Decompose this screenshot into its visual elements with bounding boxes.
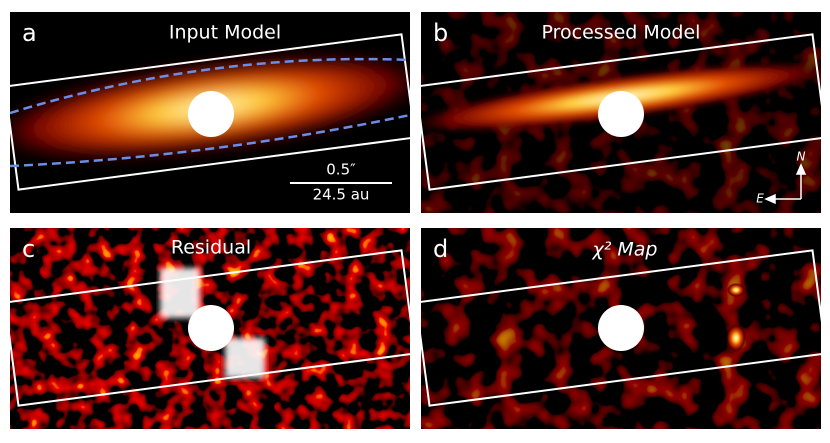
panel-c (10, 228, 410, 429)
panel-label: b (433, 19, 448, 47)
scale-distance: 24.5 au (313, 186, 370, 204)
panel-title: Input Model (169, 22, 281, 44)
panel-b (421, 12, 821, 213)
panel-label: c (22, 235, 35, 263)
panel-title: Residual (171, 237, 251, 259)
panel-a (10, 12, 410, 213)
panel-label: d (433, 235, 448, 263)
compass-east: E (756, 192, 764, 206)
panel-title: χ² Map (592, 239, 658, 261)
panel-d (421, 228, 821, 429)
compass-north: N (797, 150, 806, 164)
panel-label: a (22, 19, 37, 47)
panel-title: Processed Model (542, 22, 701, 44)
scale-angle: 0.5″ (326, 161, 356, 179)
